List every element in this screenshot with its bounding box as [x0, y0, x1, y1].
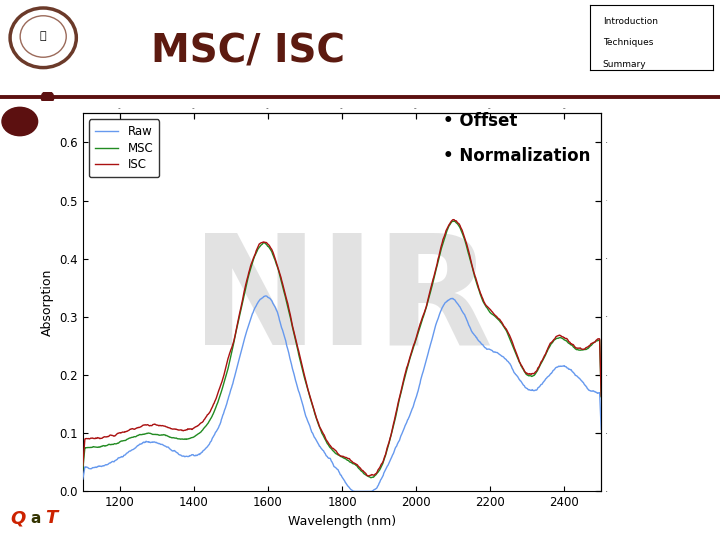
Raw	[261, 293, 270, 299]
ISC	[78, 462, 87, 469]
Text: 🦌: 🦌	[40, 31, 47, 42]
MSC	[288, 324, 297, 330]
Raw	[597, 426, 606, 433]
MSC	[78, 466, 87, 472]
Raw	[307, 429, 316, 435]
Raw	[493, 349, 502, 356]
Text: Techniques: Techniques	[603, 38, 653, 48]
MSC	[307, 398, 315, 404]
Line: MSC: MSC	[83, 221, 601, 478]
Text: a: a	[30, 511, 40, 525]
ISC	[132, 425, 140, 431]
ISC	[435, 251, 444, 258]
Ellipse shape	[2, 107, 37, 136]
Raw	[289, 367, 297, 374]
Text: • Normalization: • Normalization	[443, 147, 590, 165]
ISC	[288, 322, 297, 329]
Text: Q: Q	[11, 509, 26, 527]
MSC	[597, 394, 606, 400]
Raw	[132, 444, 140, 451]
Raw	[351, 488, 359, 495]
MSC	[493, 315, 502, 322]
Raw	[78, 476, 87, 482]
ISC	[484, 304, 492, 310]
Raw	[436, 310, 444, 316]
Text: MSC/ ISC: MSC/ ISC	[151, 32, 346, 70]
Line: Raw: Raw	[83, 296, 601, 491]
MSC	[484, 306, 492, 313]
Line: ISC: ISC	[83, 220, 601, 476]
Raw	[484, 346, 492, 352]
ISC	[449, 217, 458, 223]
MSC	[366, 475, 375, 481]
MSC	[435, 254, 444, 260]
Y-axis label: Absorption: Absorption	[41, 269, 54, 336]
MSC	[132, 434, 140, 440]
Text: Summary: Summary	[603, 60, 647, 69]
ISC	[307, 397, 315, 403]
Legend: Raw, MSC, ISC: Raw, MSC, ISC	[89, 119, 159, 177]
ISC	[364, 472, 372, 479]
Text: Introduction: Introduction	[603, 17, 657, 26]
Text: NIR: NIR	[191, 228, 493, 377]
Text: T: T	[45, 509, 58, 527]
X-axis label: Wavelength (nm): Wavelength (nm)	[288, 515, 396, 528]
ISC	[597, 393, 606, 399]
ISC	[493, 314, 502, 321]
Text: • Offset: • Offset	[443, 112, 518, 130]
MSC	[450, 218, 459, 224]
